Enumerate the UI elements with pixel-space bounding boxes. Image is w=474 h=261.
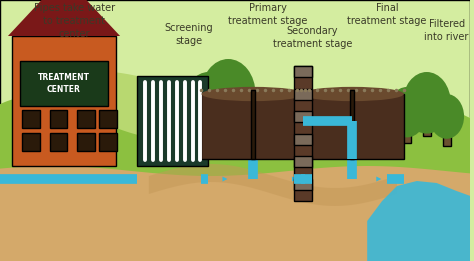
FancyBboxPatch shape (403, 121, 411, 143)
Polygon shape (149, 164, 397, 206)
FancyBboxPatch shape (443, 124, 451, 146)
Ellipse shape (301, 87, 404, 101)
FancyBboxPatch shape (99, 110, 117, 128)
FancyBboxPatch shape (301, 94, 404, 159)
FancyBboxPatch shape (204, 114, 212, 136)
Ellipse shape (429, 94, 464, 139)
FancyBboxPatch shape (294, 133, 311, 145)
FancyBboxPatch shape (99, 133, 117, 151)
Polygon shape (0, 97, 470, 261)
Text: Secondary
treatment stage: Secondary treatment stage (273, 26, 352, 49)
Polygon shape (367, 181, 470, 261)
Ellipse shape (387, 87, 427, 137)
FancyBboxPatch shape (294, 66, 311, 77)
FancyBboxPatch shape (294, 111, 311, 122)
FancyBboxPatch shape (50, 110, 67, 128)
FancyBboxPatch shape (294, 179, 311, 190)
FancyBboxPatch shape (350, 90, 354, 159)
FancyBboxPatch shape (201, 94, 305, 159)
Ellipse shape (403, 72, 451, 134)
FancyBboxPatch shape (22, 110, 40, 128)
FancyBboxPatch shape (50, 133, 67, 151)
FancyBboxPatch shape (294, 88, 311, 100)
FancyBboxPatch shape (22, 133, 40, 151)
Ellipse shape (201, 87, 305, 101)
FancyBboxPatch shape (294, 156, 311, 167)
Ellipse shape (184, 72, 232, 134)
Text: Filtered
into river: Filtered into river (424, 19, 469, 42)
Text: Primary
treatment stage: Primary treatment stage (228, 3, 308, 26)
FancyBboxPatch shape (224, 107, 232, 129)
Text: Screening
stage: Screening stage (164, 23, 213, 46)
Polygon shape (0, 71, 470, 261)
Ellipse shape (201, 59, 255, 129)
Polygon shape (8, 0, 120, 36)
FancyBboxPatch shape (251, 90, 255, 159)
FancyBboxPatch shape (77, 133, 95, 151)
Text: Pipes take water
to treatment
center: Pipes take water to treatment center (34, 3, 115, 39)
FancyBboxPatch shape (77, 110, 95, 128)
FancyBboxPatch shape (137, 76, 209, 166)
FancyBboxPatch shape (423, 114, 431, 136)
FancyBboxPatch shape (294, 66, 311, 201)
Text: TREATMENT
CENTER: TREATMENT CENTER (38, 73, 90, 93)
Text: Final
treatment stage: Final treatment stage (347, 3, 427, 26)
FancyBboxPatch shape (12, 36, 116, 166)
FancyBboxPatch shape (20, 61, 108, 106)
Polygon shape (0, 166, 470, 261)
